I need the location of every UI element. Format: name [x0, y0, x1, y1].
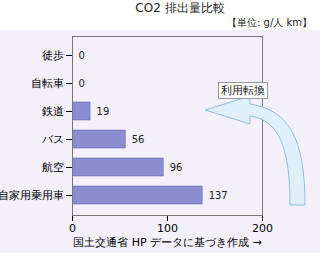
- svg-text:航空: 航空: [42, 161, 64, 174]
- svg-text:56: 56: [132, 134, 145, 145]
- svg-text:137: 137: [209, 190, 228, 201]
- svg-text:100: 100: [157, 222, 178, 235]
- svg-text:バス: バス: [41, 133, 64, 146]
- svg-text:0: 0: [79, 50, 85, 61]
- svg-text:自転車: 自転車: [31, 77, 64, 90]
- svg-text:0: 0: [69, 222, 76, 235]
- svg-text:96: 96: [170, 162, 183, 173]
- svg-text:鉄道: 鉄道: [42, 105, 64, 118]
- svg-text:19: 19: [97, 106, 110, 117]
- svg-text:徒歩: 徒歩: [42, 49, 64, 62]
- svg-text:自家用乗用車: 自家用乗用車: [0, 189, 64, 202]
- html-text:【単位: g/人 km】: 【単位: g/人 km】: [227, 17, 312, 28]
- svg-text:0: 0: [79, 78, 85, 89]
- svg-text:国土交通省 HP データに基づき作成 →: 国土交通省 HP データに基づき作成 →: [73, 236, 262, 249]
- html-text:利用転換: 利用転換: [221, 84, 265, 97]
- svg-text:200: 200: [252, 222, 273, 235]
- html-text:CO2 排出量比較: CO2 排出量比較: [135, 1, 225, 15]
